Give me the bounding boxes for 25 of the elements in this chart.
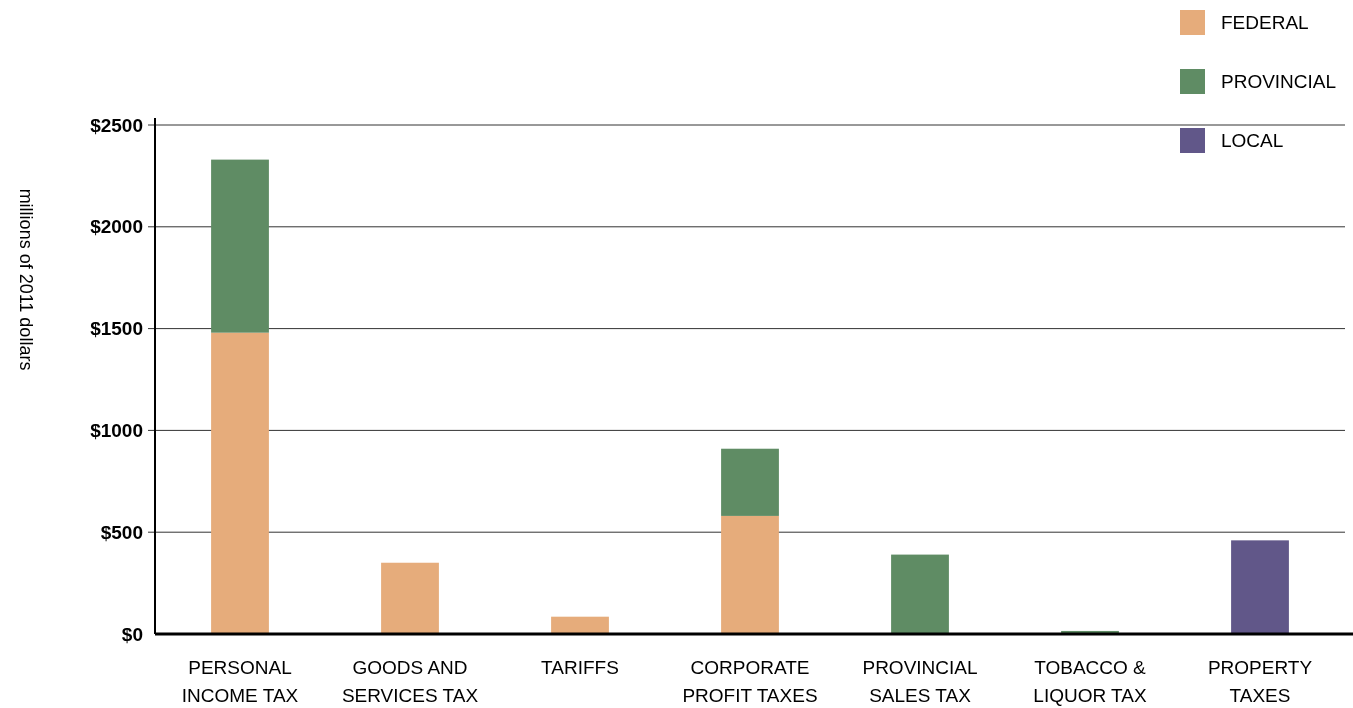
bar — [721, 515, 779, 634]
bar — [551, 616, 609, 634]
x-tick-label: TOBACCO & LIQUOR TAX — [1033, 657, 1147, 706]
bar — [381, 562, 439, 634]
x-tick-label: TARIFFS — [541, 657, 619, 678]
y-axis-title: millions of 2011 dollars — [16, 188, 36, 371]
x-tick-label: PROVINCIAL SALES TAX — [862, 657, 978, 706]
y-tick-label: $2000 — [90, 216, 143, 238]
legend-label: PROVINCIAL — [1221, 70, 1337, 92]
y-tick-label: $1000 — [90, 420, 143, 442]
x-tick-label: PERSONAL INCOME TAX — [181, 657, 299, 706]
x-tick-label: GOODS AND SERVICES TAX — [341, 657, 479, 706]
y-tick-label: $2500 — [90, 114, 143, 136]
x-tick-label: CORPORATE PROFIT TAXES — [682, 657, 818, 706]
legend-label: FEDERAL — [1221, 11, 1309, 33]
bar — [211, 332, 269, 634]
y-tick-label: $0 — [121, 623, 143, 645]
bar — [211, 159, 269, 333]
x-tick-label: PROPERTY TAXES — [1207, 657, 1313, 706]
bar — [891, 554, 949, 634]
y-tick-label: $1500 — [90, 318, 143, 340]
bar — [1231, 540, 1289, 634]
y-tick-label: $500 — [100, 521, 143, 543]
legend-label: LOCAL — [1221, 129, 1284, 151]
bar — [721, 448, 779, 516]
